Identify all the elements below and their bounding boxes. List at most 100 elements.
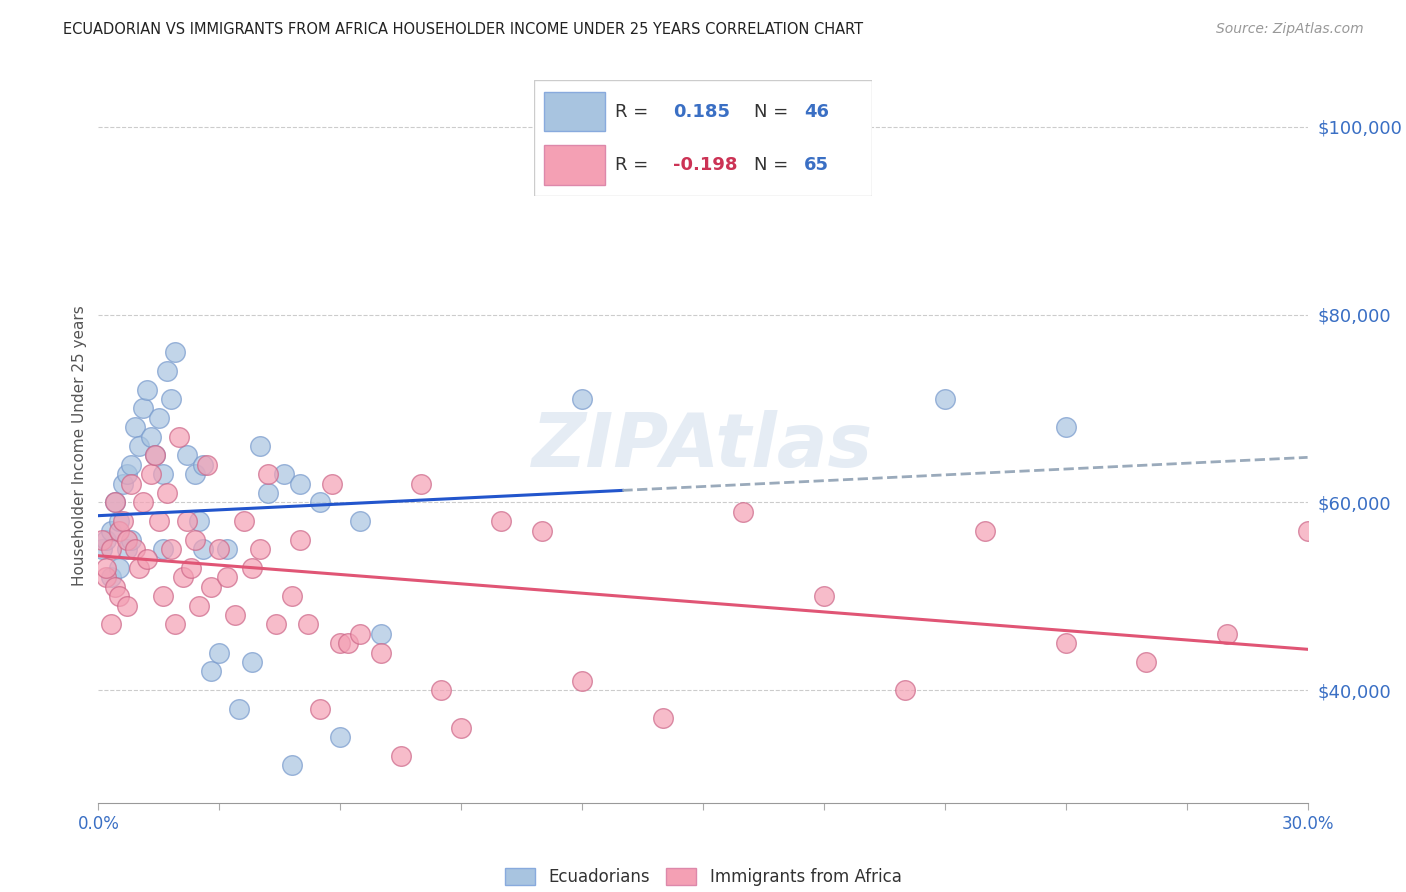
Point: [281, 758, 304, 772]
Point: [135, 383, 157, 397]
Point: [115, 542, 138, 557]
Point: [329, 730, 352, 744]
Point: [1216, 627, 1239, 641]
Point: [208, 646, 231, 660]
Point: [172, 570, 194, 584]
Point: [107, 524, 129, 538]
Point: [100, 617, 122, 632]
Text: 65: 65: [804, 156, 830, 174]
Point: [571, 673, 593, 688]
Point: [934, 392, 956, 406]
Point: [188, 599, 211, 613]
Point: [167, 429, 190, 443]
Point: [240, 561, 263, 575]
Text: ZIPAtlas: ZIPAtlas: [533, 409, 873, 483]
Point: [200, 580, 222, 594]
Point: [232, 514, 254, 528]
Text: 46: 46: [804, 103, 830, 120]
Point: [273, 467, 295, 482]
Point: [256, 486, 278, 500]
Point: [100, 542, 122, 557]
Text: -0.198: -0.198: [672, 156, 737, 174]
Point: [120, 533, 142, 547]
Point: [288, 476, 311, 491]
Point: [264, 617, 287, 632]
Point: [195, 458, 218, 472]
Point: [297, 617, 319, 632]
Point: [228, 702, 250, 716]
Point: [176, 449, 198, 463]
Text: N =: N =: [754, 103, 793, 120]
Point: [281, 589, 304, 603]
Point: [143, 449, 166, 463]
Text: Source: ZipAtlas.com: Source: ZipAtlas.com: [1216, 22, 1364, 37]
Point: [107, 561, 129, 575]
Point: [120, 476, 142, 491]
Point: [115, 599, 138, 613]
Point: [128, 561, 150, 575]
Point: [309, 702, 332, 716]
Point: [132, 401, 155, 416]
Point: [184, 533, 207, 547]
Point: [107, 589, 129, 603]
Point: [256, 467, 278, 482]
Point: [96, 570, 118, 584]
Text: N =: N =: [754, 156, 793, 174]
Point: [321, 476, 343, 491]
Point: [188, 514, 211, 528]
Point: [651, 711, 673, 725]
FancyBboxPatch shape: [534, 80, 872, 196]
Point: [200, 665, 222, 679]
Point: [329, 636, 352, 650]
Point: [733, 505, 755, 519]
Point: [430, 683, 453, 698]
Point: [115, 533, 138, 547]
FancyBboxPatch shape: [544, 145, 605, 185]
Text: ECUADORIAN VS IMMIGRANTS FROM AFRICA HOUSEHOLDER INCOME UNDER 25 YEARS CORRELATI: ECUADORIAN VS IMMIGRANTS FROM AFRICA HOU…: [63, 22, 863, 37]
Text: R =: R =: [616, 156, 654, 174]
Point: [349, 514, 371, 528]
Legend: Ecuadorians, Immigrants from Africa: Ecuadorians, Immigrants from Africa: [496, 860, 910, 892]
Point: [160, 542, 183, 557]
Point: [148, 410, 170, 425]
Point: [107, 514, 129, 528]
FancyBboxPatch shape: [544, 92, 605, 131]
Point: [450, 721, 472, 735]
Point: [160, 392, 183, 406]
Point: [337, 636, 360, 650]
Point: [217, 570, 239, 584]
Point: [132, 495, 155, 509]
Text: 0.185: 0.185: [672, 103, 730, 120]
Point: [143, 449, 166, 463]
Point: [152, 589, 174, 603]
Point: [135, 551, 157, 566]
Point: [176, 514, 198, 528]
Point: [91, 542, 114, 557]
Point: [124, 420, 146, 434]
Point: [103, 580, 125, 594]
Point: [148, 514, 170, 528]
Point: [409, 476, 432, 491]
Point: [288, 533, 311, 547]
Point: [370, 627, 392, 641]
Point: [103, 495, 125, 509]
Point: [120, 458, 142, 472]
Point: [115, 467, 138, 482]
Point: [217, 542, 239, 557]
Point: [100, 524, 122, 538]
Point: [156, 364, 179, 378]
Text: R =: R =: [616, 103, 654, 120]
Point: [491, 514, 513, 528]
Point: [389, 748, 412, 763]
Point: [163, 345, 186, 359]
Point: [128, 439, 150, 453]
Point: [1135, 655, 1157, 669]
Point: [571, 392, 593, 406]
Point: [152, 467, 174, 482]
Point: [180, 561, 202, 575]
Point: [163, 617, 186, 632]
Y-axis label: Householder Income Under 25 years: Householder Income Under 25 years: [72, 306, 87, 586]
Point: [156, 486, 179, 500]
Point: [813, 589, 835, 603]
Point: [103, 495, 125, 509]
